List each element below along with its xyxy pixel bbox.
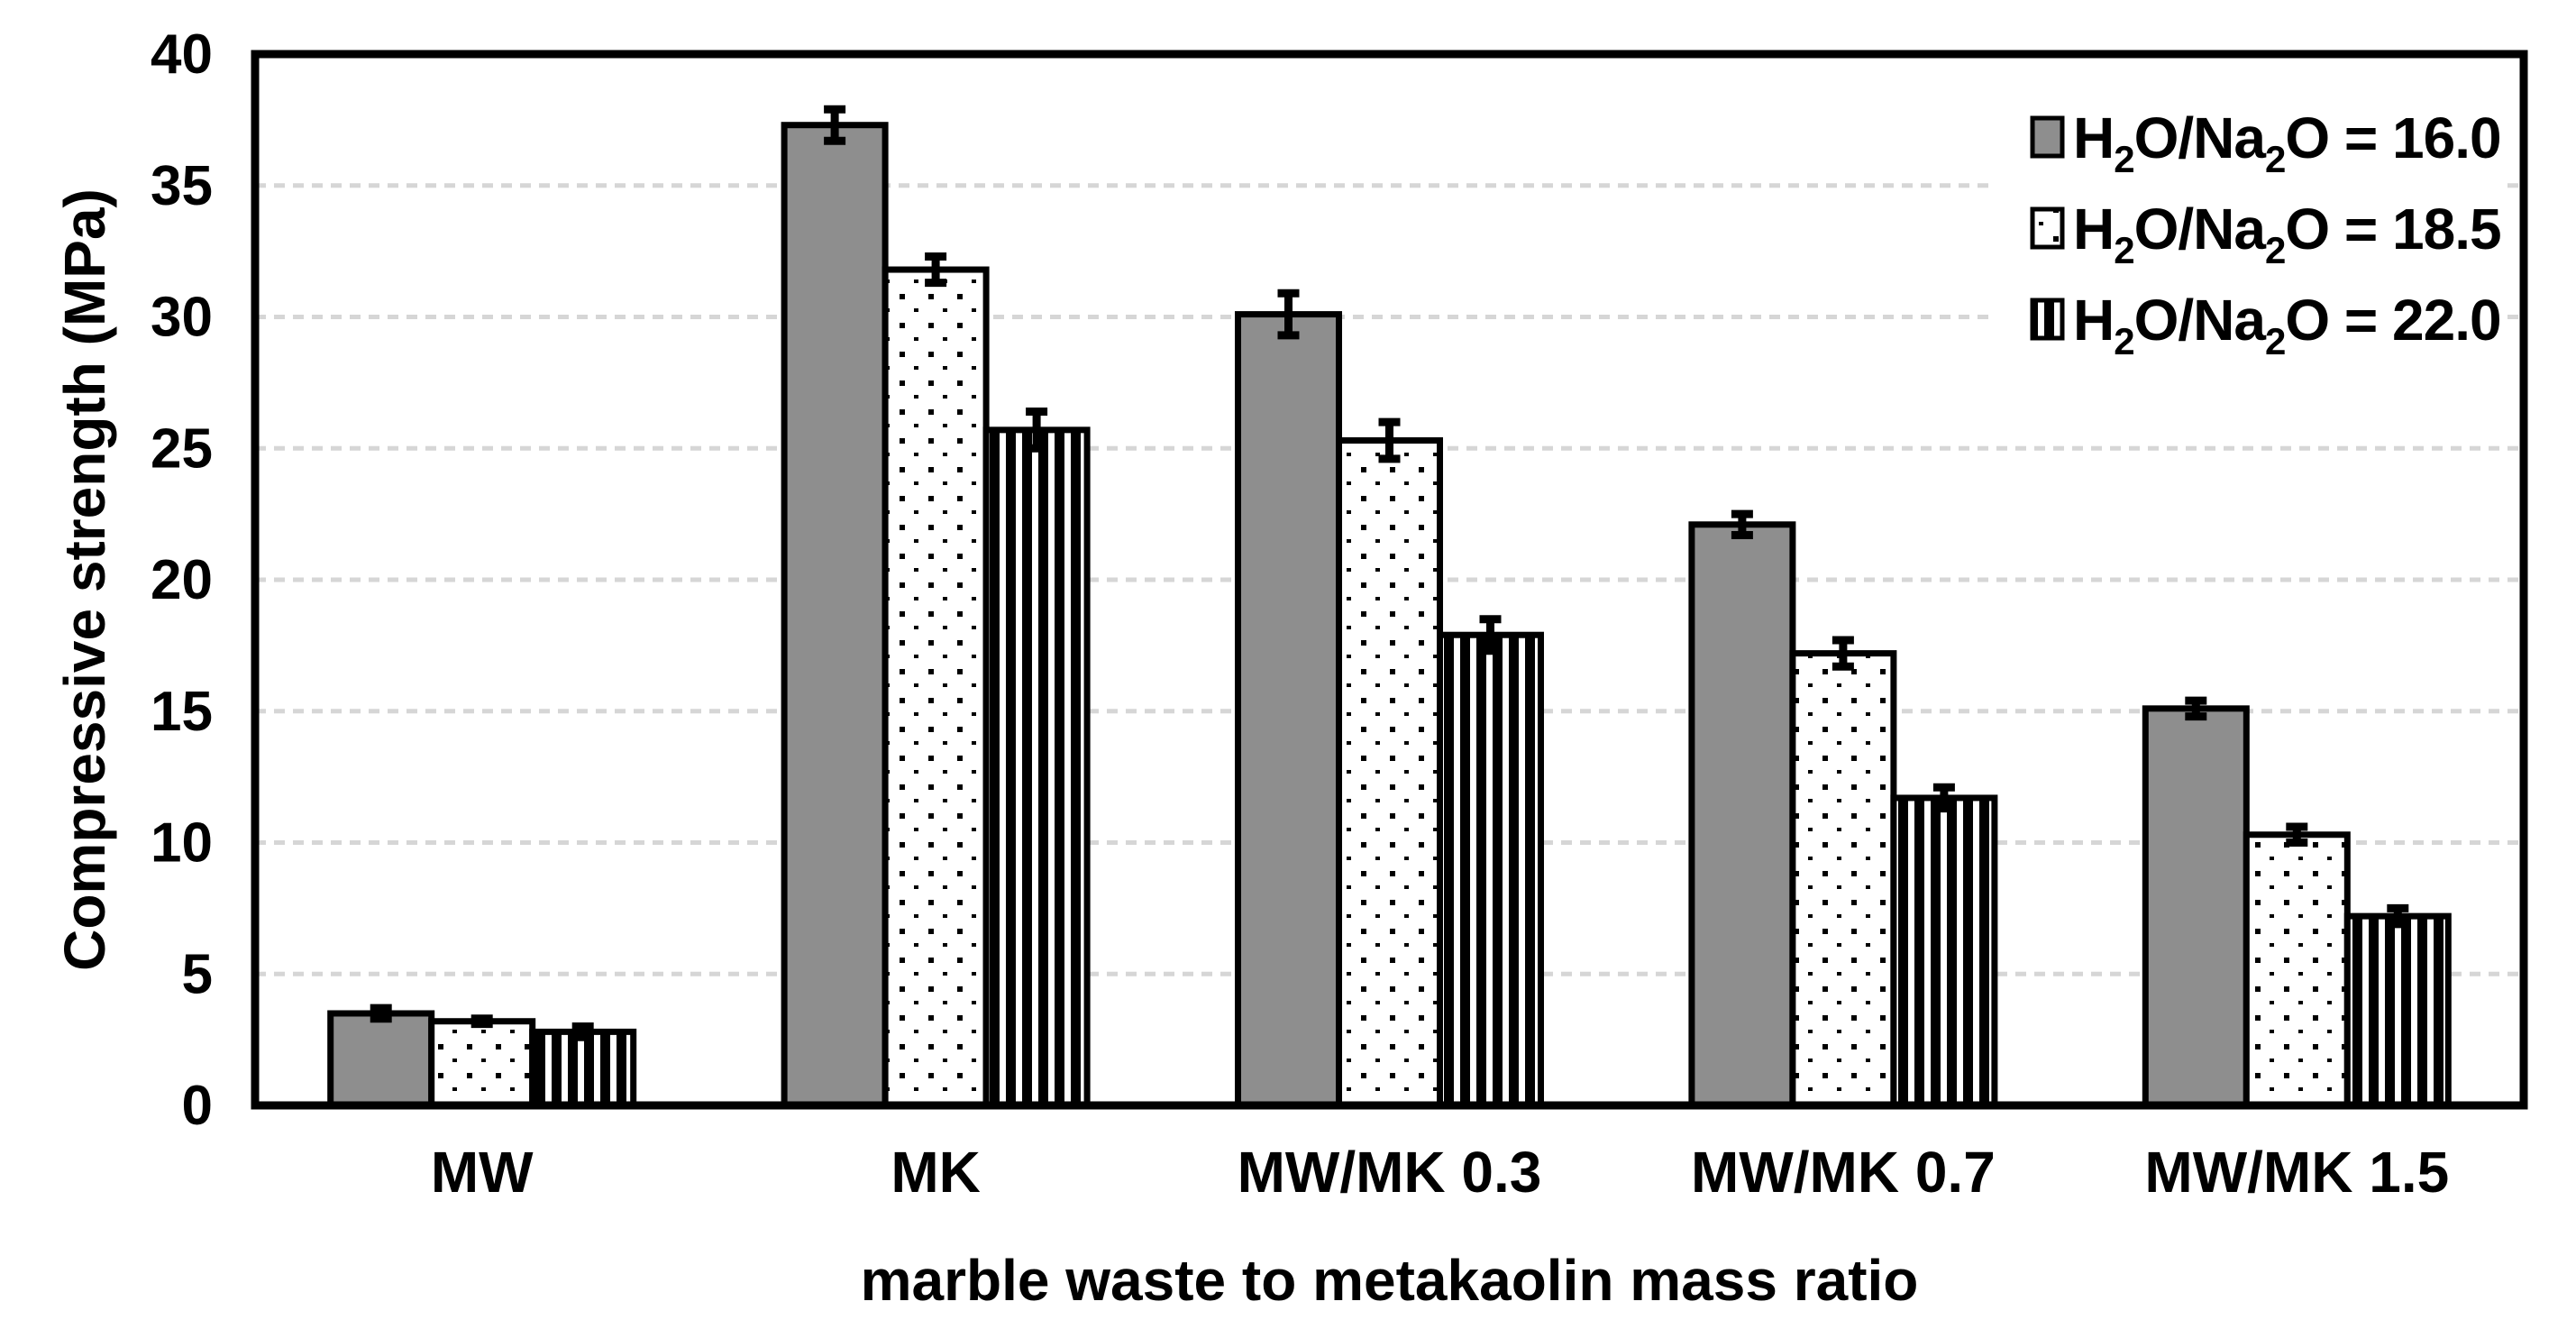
x-category-label-mw-mk-0.7: MW/MK 0.7 <box>1691 1140 1996 1205</box>
bar-mw-mk-1.5-h-o-na-o-16.0 <box>2142 705 2250 1109</box>
legend-swatch-h-o-na-o-16.0 <box>2030 115 2065 159</box>
bar-mw-mk-1.5-h-o-na-o-22.0 <box>2343 912 2452 1109</box>
y-tick-label-30: 30 <box>151 287 213 349</box>
bar-mw-mk-0.3-h-o-na-o-22.0 <box>1437 631 1544 1109</box>
bar-mw-h-o-na-o-22.0 <box>529 1028 637 1109</box>
bar-mw-mk-0.3-h-o-na-o-16.0 <box>1235 311 1342 1109</box>
y-tick-label-40: 40 <box>151 23 213 86</box>
x-axis-category-labels: MW MK MW/MK 0.3 MW/MK 0.7 MW/MK 1.5 <box>431 1140 2449 1205</box>
y-tick-label-15: 15 <box>151 681 213 743</box>
bar-mw-h-o-na-o-18.5 <box>428 1018 536 1109</box>
error-bar-mw-h-o-na-o-22.0 <box>571 1022 594 1041</box>
plot-frame <box>251 50 2528 1110</box>
x-axis-title: marble waste to metakaolin mass ratio <box>860 1248 1919 1313</box>
y-tick-label-10: 10 <box>151 812 213 875</box>
y-tick-label-0: 0 <box>182 1075 213 1137</box>
error-bar-mk-h-o-na-o-22.0 <box>1026 407 1048 453</box>
error-bar-mk-h-o-na-o-16.0 <box>824 105 846 145</box>
bar-mw-mk-0.7-h-o-na-o-22.0 <box>1890 794 1998 1109</box>
error-bar-mw-mk-1.5-h-o-na-o-18.5 <box>2286 822 2308 847</box>
error-bars <box>370 105 2409 1041</box>
error-bar-mw-h-o-na-o-18.5 <box>470 1014 493 1029</box>
error-bar-mw-mk-1.5-h-o-na-o-16.0 <box>2185 696 2207 721</box>
y-tick-label-20: 20 <box>151 549 213 611</box>
y-tick-label-5: 5 <box>182 943 213 1005</box>
y-tick-label-25: 25 <box>151 417 213 480</box>
error-bar-mw-mk-0.7-h-o-na-o-16.0 <box>1731 509 1753 539</box>
legend-label-h-o-na-o-22.0: H2O/Na2O = 22.0 <box>2073 288 2501 362</box>
plot-frame-rect <box>251 50 2528 1110</box>
error-bar-mw-mk-1.5-h-o-na-o-22.0 <box>2387 903 2409 929</box>
bar-mw-h-o-na-o-16.0 <box>327 1010 435 1109</box>
x-category-label-mw-mk-1.5: MW/MK 1.5 <box>2144 1140 2449 1205</box>
bars <box>327 122 2452 1109</box>
error-bar-mw-mk-0.3-h-o-na-o-16.0 <box>1277 289 1300 340</box>
y-tick-label-35: 35 <box>151 155 213 217</box>
error-bar-mk-h-o-na-o-18.5 <box>925 252 947 288</box>
bar-mk-h-o-na-o-18.5 <box>882 266 990 1109</box>
error-bar-mw-mk-0.7-h-o-na-o-22.0 <box>1932 783 1955 813</box>
error-bar-mw-h-o-na-o-16.0 <box>370 1004 392 1023</box>
error-bar-mw-mk-0.3-h-o-na-o-22.0 <box>1479 615 1502 655</box>
legend-background-rect <box>1994 88 2507 370</box>
error-bar-mw-mk-0.3-h-o-na-o-18.5 <box>1378 417 1401 463</box>
x-category-label-mk: MK <box>891 1140 981 1205</box>
x-category-label-mw-mk-0.3: MW/MK 0.3 <box>1238 1140 1542 1205</box>
legend-swatch-h-o-na-o-18.5 <box>2030 206 2065 250</box>
y-axis-tick-labels: 0 5 10 15 20 25 30 35 40 <box>151 23 213 1137</box>
bar-mk-h-o-na-o-22.0 <box>982 426 1091 1109</box>
bar-mw-mk-0.7-h-o-na-o-16.0 <box>1688 521 1796 1109</box>
bar-mw-mk-0.3-h-o-na-o-18.5 <box>1336 437 1443 1109</box>
error-bar-mw-mk-0.7-h-o-na-o-18.5 <box>1832 636 1854 671</box>
legend: H2O/Na2O = 16.0 H2O/Na2O = 18.5 H2O/Na2O =… <box>2030 105 2502 362</box>
x-category-label-mw: MW <box>431 1140 534 1205</box>
legend-swatch-h-o-na-o-22.0 <box>2030 298 2065 341</box>
bar-mk-h-o-na-o-16.0 <box>781 122 889 1109</box>
bar-mw-mk-1.5-h-o-na-o-18.5 <box>2243 831 2351 1109</box>
legend-background <box>1994 88 2507 370</box>
y-axis-title: Compressive strength (MPa) <box>52 188 117 971</box>
legend-label-h-o-na-o-16.0: H2O/Na2O = 16.0 <box>2073 105 2501 180</box>
bar-mw-mk-0.7-h-o-na-o-18.5 <box>1789 650 1897 1109</box>
legend-label-h-o-na-o-18.5: H2O/Na2O = 18.5 <box>2073 197 2501 271</box>
